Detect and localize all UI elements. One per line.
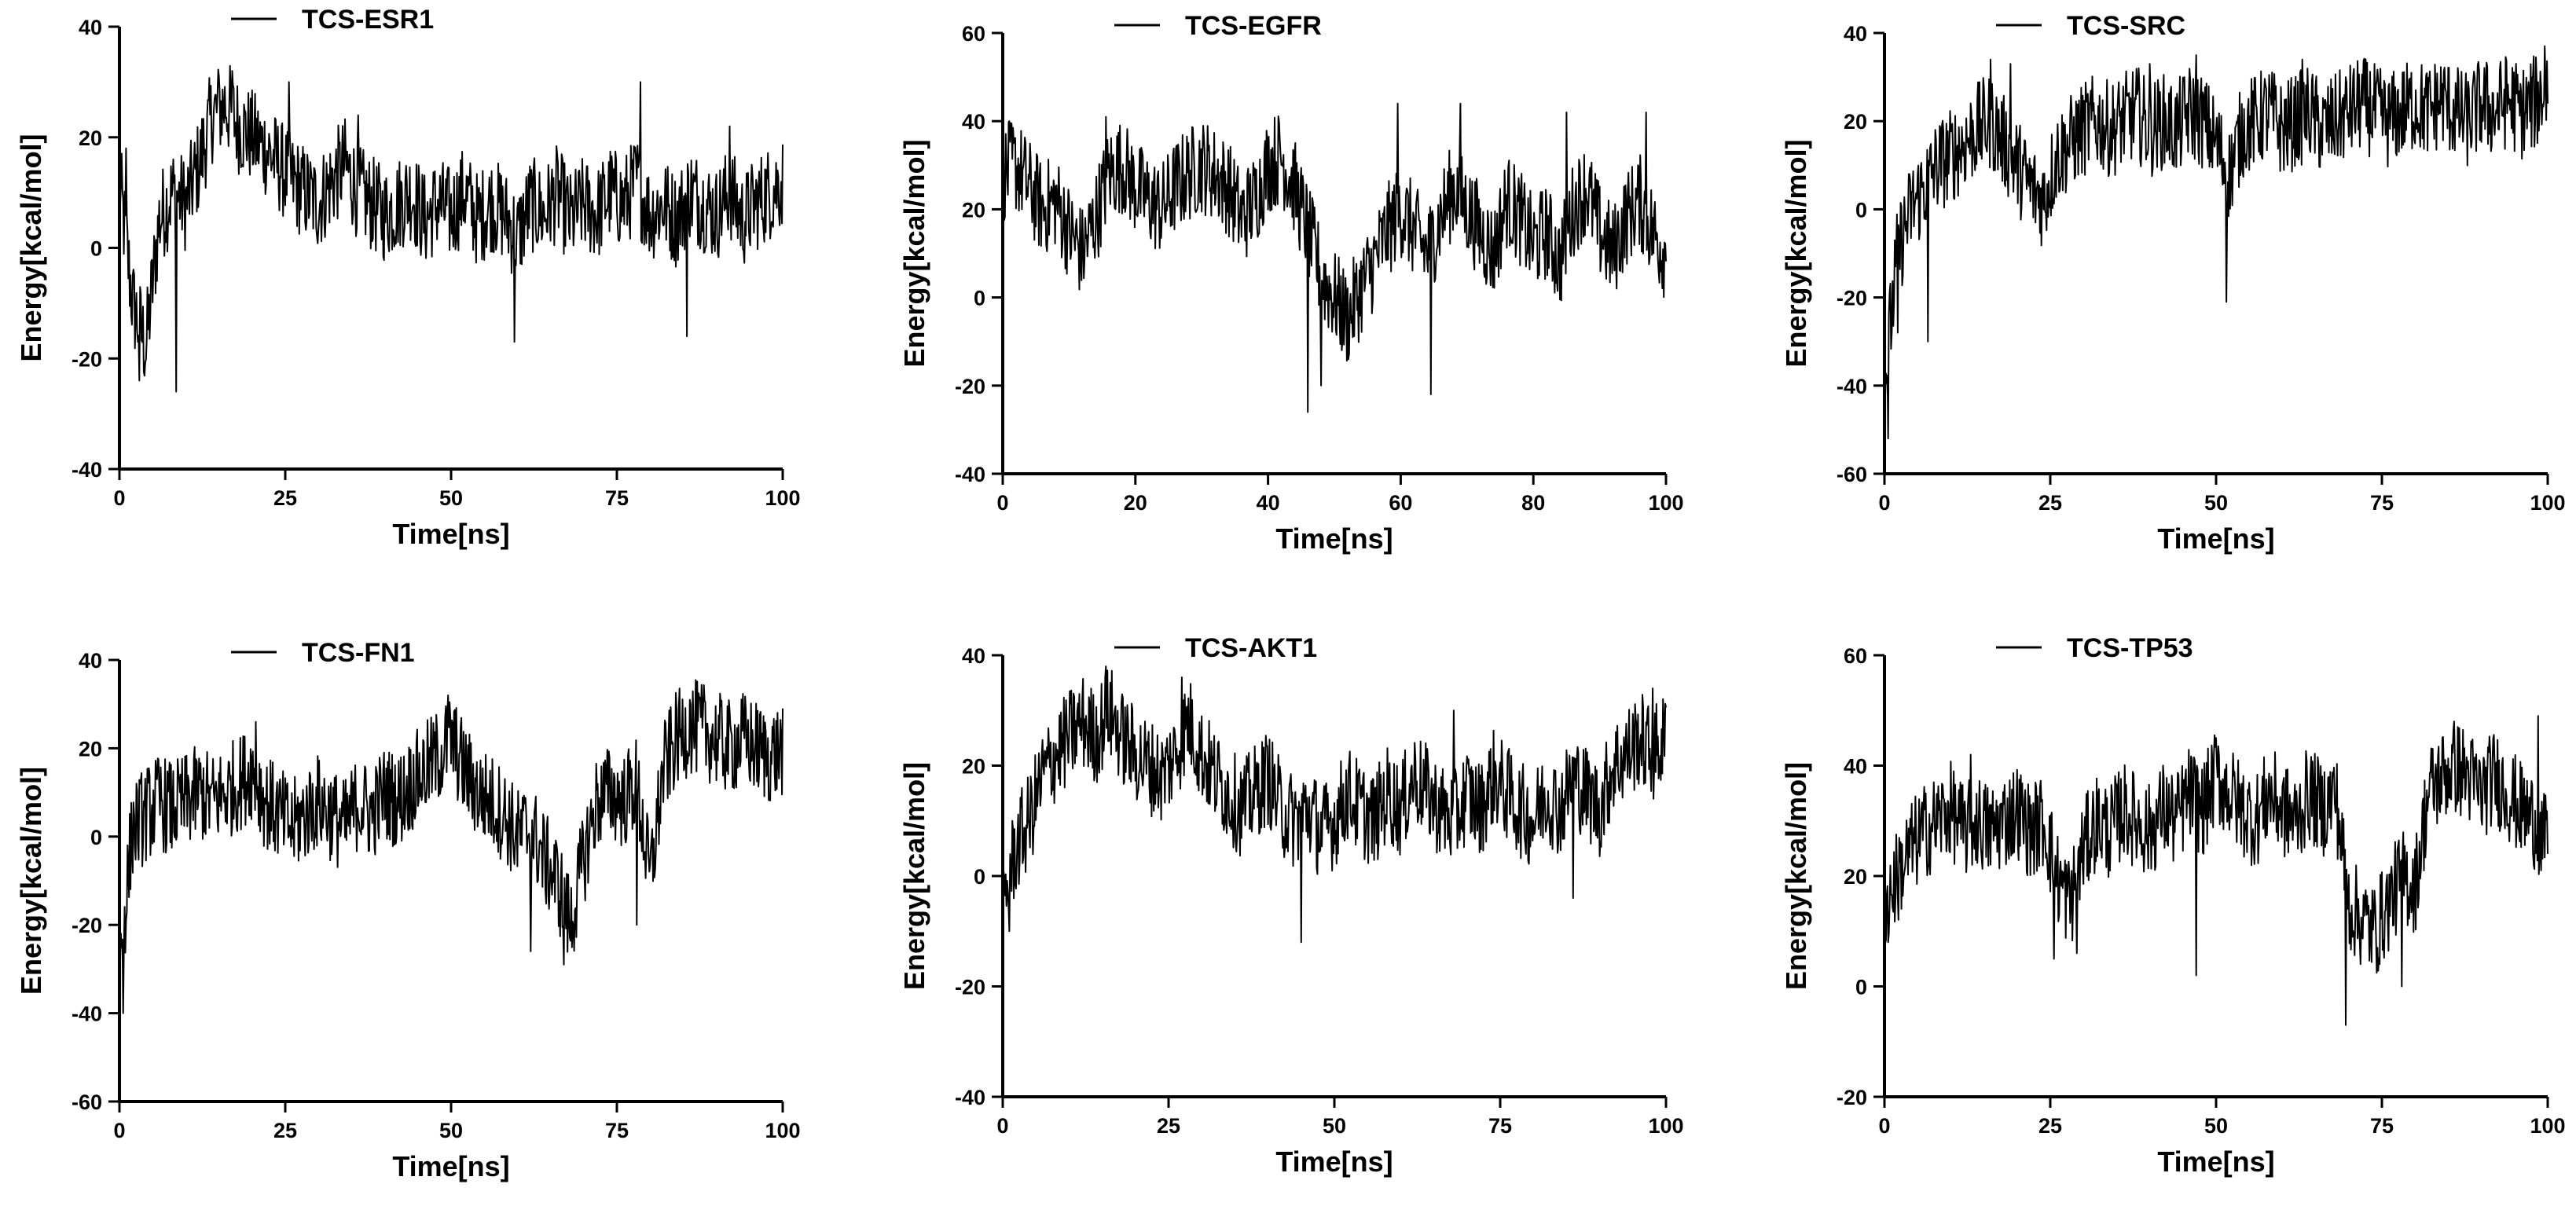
series-line-tcs-fn1 [119, 679, 783, 1014]
x-tick-label: 20 [1124, 491, 1147, 515]
y-tick-label: 20 [962, 198, 985, 222]
x-tick-label: 100 [1648, 491, 1683, 515]
x-tick-label: 75 [605, 1119, 629, 1142]
y-tick-label: 0 [90, 826, 102, 849]
y-axis-title: Energy[kcal/mol] [15, 134, 47, 361]
x-axis-title: Time[ns] [1275, 522, 1393, 555]
x-tick-label: 100 [765, 1119, 800, 1142]
chart-panel-4: 0 25 50 75 100 -60 -40 -20 0 20 40 Time[ns] Energy[k… [15, 638, 801, 1182]
x-tick-label: 25 [273, 486, 297, 510]
y-tick-label: 0 [974, 287, 985, 310]
y-tick-label: 0 [1855, 198, 1867, 222]
legend-label: TCS-TP53 [2067, 633, 2193, 663]
series-line-tcs-tp53 [1884, 715, 2548, 1026]
x-tick-label: 75 [2370, 491, 2394, 515]
y-tick-label: 20 [962, 755, 985, 779]
y-tick-label: -20 [955, 375, 985, 398]
legend-label: TCS-EGFR [1185, 11, 1322, 41]
x-tick-label: 0 [996, 491, 1008, 515]
y-axis-title: Energy[kcal/mol] [898, 139, 930, 367]
x-tick-label: 25 [1157, 1114, 1180, 1138]
x-tick-label: 0 [1878, 491, 1890, 515]
y-tick-label: 60 [962, 22, 985, 46]
x-tick-label: 75 [2370, 1114, 2394, 1138]
y-tick-label: 20 [1844, 865, 1867, 889]
y-tick-label: 60 [1844, 644, 1867, 668]
series-line-tcs-akt1 [1002, 665, 1667, 944]
legend-label: TCS-AKT1 [1185, 633, 1317, 663]
chart-panel-6: 0 25 50 75 100 -20 0 20 40 60 Time[ns] Energy[kcal/… [1780, 633, 2566, 1178]
y-tick-label: 40 [962, 644, 985, 668]
x-tick-label: 50 [1323, 1114, 1346, 1138]
x-tick-label: 50 [439, 1119, 463, 1142]
y-tick-label: -20 [955, 976, 985, 999]
x-tick-label: 75 [605, 486, 629, 510]
x-tick-label: 100 [1648, 1114, 1683, 1138]
x-tick-label: 0 [996, 1114, 1008, 1138]
x-axis-title: Time[ns] [2157, 1146, 2274, 1178]
y-tick-label: -20 [1837, 287, 1867, 310]
x-tick-label: 25 [2038, 491, 2062, 515]
y-tick-label: -40 [72, 1003, 102, 1026]
chart-panel-1: 0 25 50 75 100 -40 -20 0 20 40 Time[ns] Energy[kcal… [15, 5, 801, 550]
x-tick-label: 0 [1878, 1114, 1890, 1138]
x-tick-label: 40 [1257, 491, 1280, 515]
x-tick-label: 25 [273, 1119, 297, 1142]
y-tick-label: -20 [1837, 1086, 1867, 1109]
y-tick-label: -40 [72, 458, 102, 482]
y-tick-label: 40 [962, 110, 985, 134]
x-axis-title: Time[ns] [392, 1150, 509, 1182]
x-tick-label: 100 [2530, 1114, 2565, 1138]
y-tick-label: 40 [1844, 755, 1867, 779]
x-tick-label: 60 [1389, 491, 1412, 515]
y-tick-label: 40 [1844, 22, 1867, 46]
x-tick-label: 50 [2204, 491, 2228, 515]
y-tick-label: -20 [72, 347, 102, 371]
chart-panel-5: 0 25 50 75 100 -40 -20 0 20 40 Time[ns] Energy[kcal… [898, 633, 1684, 1178]
y-tick-label: 20 [1844, 110, 1867, 134]
y-axis-title: Energy[kcal/mol] [1780, 139, 1812, 367]
y-tick-label: 0 [974, 865, 985, 889]
y-tick-label: 40 [79, 16, 102, 39]
y-tick-label: -20 [72, 914, 102, 937]
x-tick-label: 100 [765, 486, 800, 510]
legend-label: TCS-FN1 [302, 638, 415, 668]
y-axis-title: Energy[kcal/mol] [15, 767, 47, 995]
x-tick-label: 50 [2204, 1114, 2228, 1138]
y-tick-label: 20 [79, 126, 102, 150]
y-axis-title: Energy[kcal/mol] [1780, 762, 1812, 990]
chart-panel-3: 0 25 50 75 100 -60 -40 -20 0 20 40 Time[ns] Energy[k… [1780, 11, 2566, 555]
y-axis-title: Energy[kcal/mol] [898, 762, 930, 990]
x-tick-label: 0 [113, 1119, 125, 1142]
x-axis-title: Time[ns] [2157, 522, 2274, 555]
y-tick-label: -60 [1837, 463, 1867, 486]
x-tick-label: 100 [2530, 491, 2565, 515]
y-tick-label: 40 [79, 649, 102, 673]
chart-panel-2: 0 20 40 60 80 100 -40 -20 0 20 40 60 Time[ns] Energy[… [898, 11, 1684, 555]
series-line-tcs-egfr [1002, 102, 1667, 413]
x-tick-label: 25 [2038, 1114, 2062, 1138]
y-tick-label: -40 [1837, 375, 1867, 398]
x-axis-title: Time[ns] [1275, 1146, 1393, 1178]
series-line-tcs-src [1884, 45, 2548, 440]
y-tick-label: 0 [90, 237, 102, 261]
x-tick-label: 75 [1488, 1114, 1512, 1138]
y-tick-label: -60 [72, 1091, 102, 1114]
x-tick-label: 50 [439, 486, 463, 510]
y-tick-label: 20 [79, 737, 102, 761]
x-tick-label: 0 [113, 486, 125, 510]
y-tick-label: -40 [955, 1086, 985, 1109]
legend-label: TCS-ESR1 [302, 5, 434, 35]
y-tick-label: -40 [955, 463, 985, 486]
x-tick-label: 80 [1521, 491, 1545, 515]
y-tick-label: 0 [1855, 976, 1867, 999]
legend-label: TCS-SRC [2067, 11, 2185, 41]
x-axis-title: Time[ns] [392, 518, 509, 550]
series-line-tcs-esr1 [119, 64, 783, 393]
